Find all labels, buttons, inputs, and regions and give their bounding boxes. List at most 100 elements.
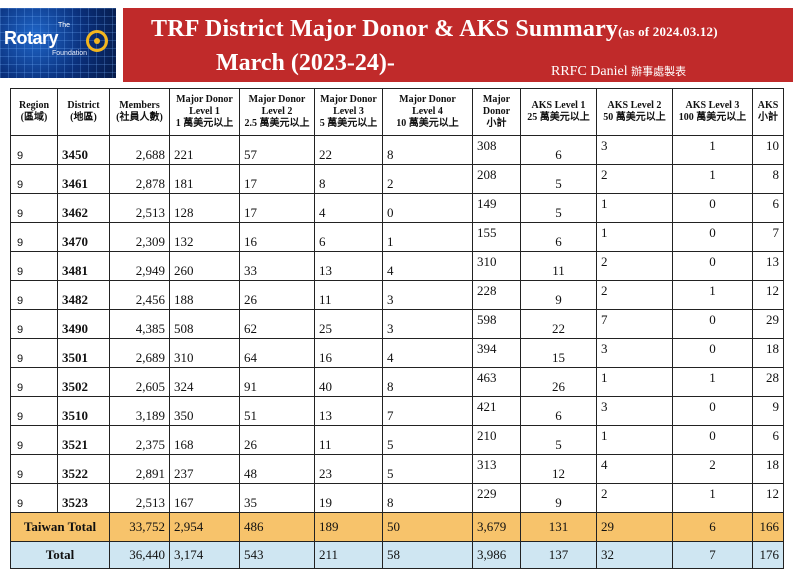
md1-cell: 350 [169, 396, 240, 426]
column-header-district: District (地區) [57, 88, 110, 136]
column-header-text: 25 萬美元以上 [527, 112, 590, 123]
district-cell: 3501 [57, 338, 110, 368]
column-header-text: (社員人數) [116, 112, 163, 123]
region-cell: 9 [10, 135, 58, 165]
district-cell: 3481 [57, 251, 110, 281]
donor-summary-table: Region (區域) District (地區) Members (社員人數) Major… [10, 88, 784, 569]
md3-cell: 11 [314, 425, 383, 455]
md2-cell: 48 [239, 454, 315, 484]
md2-total-cell: 543 [239, 541, 315, 569]
md2-cell: 26 [239, 425, 315, 455]
region-cell: 9 [10, 425, 58, 455]
district-cell: 3523 [57, 483, 110, 513]
region-cell: 9 [10, 309, 58, 339]
district-cell: 3522 [57, 454, 110, 484]
column-header-text: Major [482, 94, 511, 105]
md2-cell: 17 [239, 193, 315, 223]
aks3-cell: 0 [672, 222, 753, 252]
aks2-cell: 3 [596, 135, 673, 165]
logo-foundation-text: Foundation [52, 50, 88, 57]
district-cell: 3502 [57, 367, 110, 397]
taiwan-total-row-label: Taiwan Total [10, 512, 110, 542]
aks2-cell: 4 [596, 454, 673, 484]
column-header-text: District [67, 100, 100, 111]
table-row: 9 3490 4,385 508 62 25 3 598 22 7 0 29 [10, 309, 784, 339]
members-cell: 2,513 [109, 483, 170, 513]
aks2-cell: 2 [596, 483, 673, 513]
md3-total-cell: 211 [314, 541, 383, 569]
aks3-cell: 1 [672, 135, 753, 165]
column-header-region: Region (區域) [10, 88, 58, 136]
region-cell: 9 [10, 338, 58, 368]
district-cell: 3521 [57, 425, 110, 455]
md-sub-cell: 310 [472, 251, 521, 281]
md4-cell: 5 [382, 454, 473, 484]
column-header-text: Major Donor [176, 94, 233, 105]
column-header-text: AKS Level 3 [685, 100, 740, 111]
region-cell: 9 [10, 483, 58, 513]
aks1-cell: 9 [520, 280, 597, 310]
md4-cell: 8 [382, 135, 473, 165]
md2-cell: 17 [239, 164, 315, 194]
md1-cell: 324 [169, 367, 240, 397]
aks2-cell: 3 [596, 338, 673, 368]
aks3-cell: 0 [672, 425, 753, 455]
md1-cell: 310 [169, 338, 240, 368]
members-cell: 2,513 [109, 193, 170, 223]
district-cell: 3490 [57, 309, 110, 339]
column-header-text: Major Donor [399, 94, 456, 105]
aks-sub-cell: 6 [752, 425, 784, 455]
md3-cell: 13 [314, 396, 383, 426]
column-header-text: Donor [482, 106, 511, 117]
md-sub-cell: 155 [472, 222, 521, 252]
md3-cell: 40 [314, 367, 383, 397]
md2-cell: 33 [239, 251, 315, 281]
md4-cell: 4 [382, 338, 473, 368]
aks2-cell: 3 [596, 396, 673, 426]
table-row: 9 3450 2,688 221 57 22 8 308 6 3 1 10 [10, 135, 784, 165]
column-header-text: 5 萬美元以上 [319, 118, 378, 129]
aks-sub-cell: 9 [752, 396, 784, 426]
region-cell: 9 [10, 367, 58, 397]
table-row: 9 3501 2,689 310 64 16 4 394 15 3 0 18 [10, 338, 784, 368]
md4-cell: 4 [382, 251, 473, 281]
table-row: 9 3502 2,605 324 91 40 8 463 26 1 1 28 [10, 367, 784, 397]
md4-cell: 5 [382, 425, 473, 455]
column-header-text: Level 4 [412, 106, 443, 117]
md-sub-cell: 421 [472, 396, 521, 426]
aks2-total-cell: 29 [596, 512, 673, 542]
aks1-cell: 22 [520, 309, 597, 339]
column-header-aks-level-3: AKS Level 3 100 萬美元以上 [672, 88, 753, 136]
table-row: 9 3521 2,375 168 26 11 5 210 5 1 0 6 [10, 425, 784, 455]
md4-cell: 1 [382, 222, 473, 252]
md3-cell: 4 [314, 193, 383, 223]
column-header-text: 小計 [486, 118, 507, 129]
column-header-text: (區域) [20, 112, 48, 123]
district-cell: 3482 [57, 280, 110, 310]
aks3-cell: 0 [672, 396, 753, 426]
md2-cell: 16 [239, 222, 315, 252]
aks1-total-cell: 131 [520, 512, 597, 542]
aks2-cell: 7 [596, 309, 673, 339]
aks3-cell: 0 [672, 309, 753, 339]
district-cell: 3470 [57, 222, 110, 252]
md2-cell: 51 [239, 396, 315, 426]
members-cell: 2,309 [109, 222, 170, 252]
aks1-cell: 11 [520, 251, 597, 281]
md-sub-cell: 313 [472, 454, 521, 484]
column-header-text: Major Donor [320, 94, 377, 105]
column-header-text: 2.5 萬美元以上 [244, 118, 310, 129]
table-row: 9 3481 2,949 260 33 13 4 310 11 2 0 13 [10, 251, 784, 281]
md1-cell: 188 [169, 280, 240, 310]
members-cell: 2,456 [109, 280, 170, 310]
aks1-cell: 5 [520, 164, 597, 194]
column-header-text: Level 3 [333, 106, 364, 117]
logo-the-text: The [58, 22, 71, 29]
md2-cell: 91 [239, 367, 315, 397]
rotary-foundation-logo: The Rotary Foundation [0, 8, 116, 78]
md4-cell: 8 [382, 367, 473, 397]
members-cell: 3,189 [109, 396, 170, 426]
md3-cell: 6 [314, 222, 383, 252]
aks-sub-cell: 18 [752, 454, 784, 484]
aks-sub-cell: 8 [752, 164, 784, 194]
